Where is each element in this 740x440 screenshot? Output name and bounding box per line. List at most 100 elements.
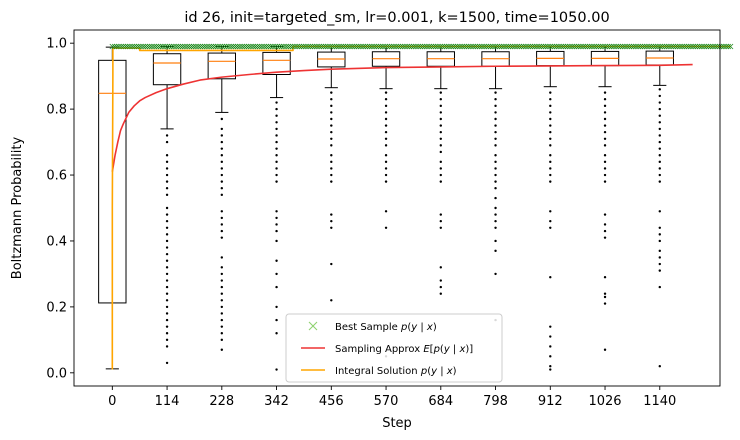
outlier-point (220, 117, 224, 121)
outlier-point (165, 272, 169, 276)
best-sample-marker (272, 43, 278, 50)
outlier-point (275, 216, 278, 220)
outlier-point (275, 332, 278, 335)
outlier-point (603, 154, 607, 157)
best-sample-marker (538, 43, 545, 50)
outlier-point (549, 104, 552, 108)
best-sample-marker (505, 43, 512, 50)
outlier-point (220, 292, 224, 295)
best-sample-markers (109, 43, 734, 50)
best-sample-marker (569, 43, 575, 50)
best-sample-marker (144, 43, 151, 50)
best-sample-marker (611, 43, 617, 50)
best-sample-marker (415, 43, 421, 50)
best-sample-marker (173, 43, 179, 50)
best-sample-marker (303, 43, 309, 50)
best-sample-marker (388, 43, 395, 50)
best-sample-marker (624, 43, 630, 50)
best-sample-marker (382, 43, 388, 50)
best-sample-marker (197, 43, 204, 50)
outlier-point (330, 154, 333, 157)
best-sample-marker (289, 43, 296, 50)
best-sample-marker (261, 43, 267, 50)
best-sample-marker (210, 43, 217, 50)
outlier-point (494, 272, 497, 276)
outlier-point (658, 167, 661, 170)
best-sample-marker (142, 43, 149, 50)
best-sample-marker (393, 43, 399, 50)
outlier-point (658, 94, 661, 98)
outlier-point (220, 147, 224, 150)
outlier-point (384, 226, 388, 229)
best-sample-marker (465, 43, 472, 50)
best-sample-marker (358, 43, 364, 50)
best-sample-marker (362, 43, 369, 50)
best-sample-marker (226, 43, 232, 50)
outlier-point (165, 187, 169, 190)
best-sample-marker (351, 43, 358, 50)
best-sample-marker (140, 43, 146, 50)
best-sample-marker (206, 43, 212, 50)
outlier-point (384, 104, 388, 108)
best-sample-marker (395, 43, 402, 50)
outlier-point (384, 154, 388, 157)
box-7 (481, 45, 510, 322)
best-sample-marker (617, 43, 624, 50)
best-sample-marker (212, 43, 219, 50)
best-sample-marker (492, 43, 498, 50)
best-sample-marker (666, 43, 672, 50)
best-sample-marker (371, 43, 377, 50)
best-sample-marker (237, 43, 243, 50)
best-sample-marker (311, 43, 318, 50)
best-sample-marker (340, 43, 347, 50)
outlier-point (494, 239, 497, 243)
best-sample-marker (292, 43, 298, 50)
best-sample-marker (518, 43, 525, 50)
best-sample-marker (113, 43, 120, 50)
best-sample-marker (593, 43, 600, 50)
best-sample-marker (714, 43, 721, 50)
outlier-point (275, 305, 278, 309)
series-line-1 (111, 63, 693, 172)
best-sample-marker (184, 43, 190, 50)
best-sample-marker (635, 43, 641, 50)
best-sample-marker (556, 43, 562, 50)
best-sample-marker (650, 43, 657, 50)
best-sample-marker (397, 43, 404, 50)
outlier-point (275, 134, 278, 137)
best-sample-marker (586, 43, 593, 50)
best-sample-marker (166, 43, 173, 50)
outlier-point (220, 266, 224, 269)
outlier-point (220, 216, 224, 220)
x-tick-label: 684 (428, 394, 453, 409)
outlier-point (603, 111, 607, 114)
outlier-point (220, 279, 224, 282)
best-sample-marker (542, 43, 549, 50)
best-sample-marker (254, 43, 261, 50)
outlier-point (658, 285, 661, 289)
outlier-point (384, 173, 388, 177)
outlier-point (658, 256, 661, 259)
best-sample-marker (553, 43, 560, 50)
outlier-point (658, 114, 661, 117)
outlier-point (658, 134, 661, 137)
outlier-point (165, 134, 169, 137)
best-sample-marker (314, 43, 320, 50)
best-sample-marker (727, 43, 734, 50)
outlier-point (549, 226, 552, 229)
box-body (152, 53, 182, 86)
best-sample-marker (168, 43, 175, 50)
best-sample-marker (529, 43, 536, 50)
outlier-point (494, 91, 497, 94)
outlier-point (603, 173, 607, 177)
best-sample-marker (190, 43, 197, 50)
outlier-point (494, 249, 497, 253)
outlier-point (384, 180, 388, 183)
outlier-point (549, 355, 552, 358)
outlier-point (494, 180, 497, 183)
outlier-point (165, 292, 169, 295)
best-sample-marker (472, 43, 479, 50)
outlier-point (549, 345, 552, 348)
best-sample-marker (507, 43, 514, 50)
outlier-point (384, 117, 388, 121)
